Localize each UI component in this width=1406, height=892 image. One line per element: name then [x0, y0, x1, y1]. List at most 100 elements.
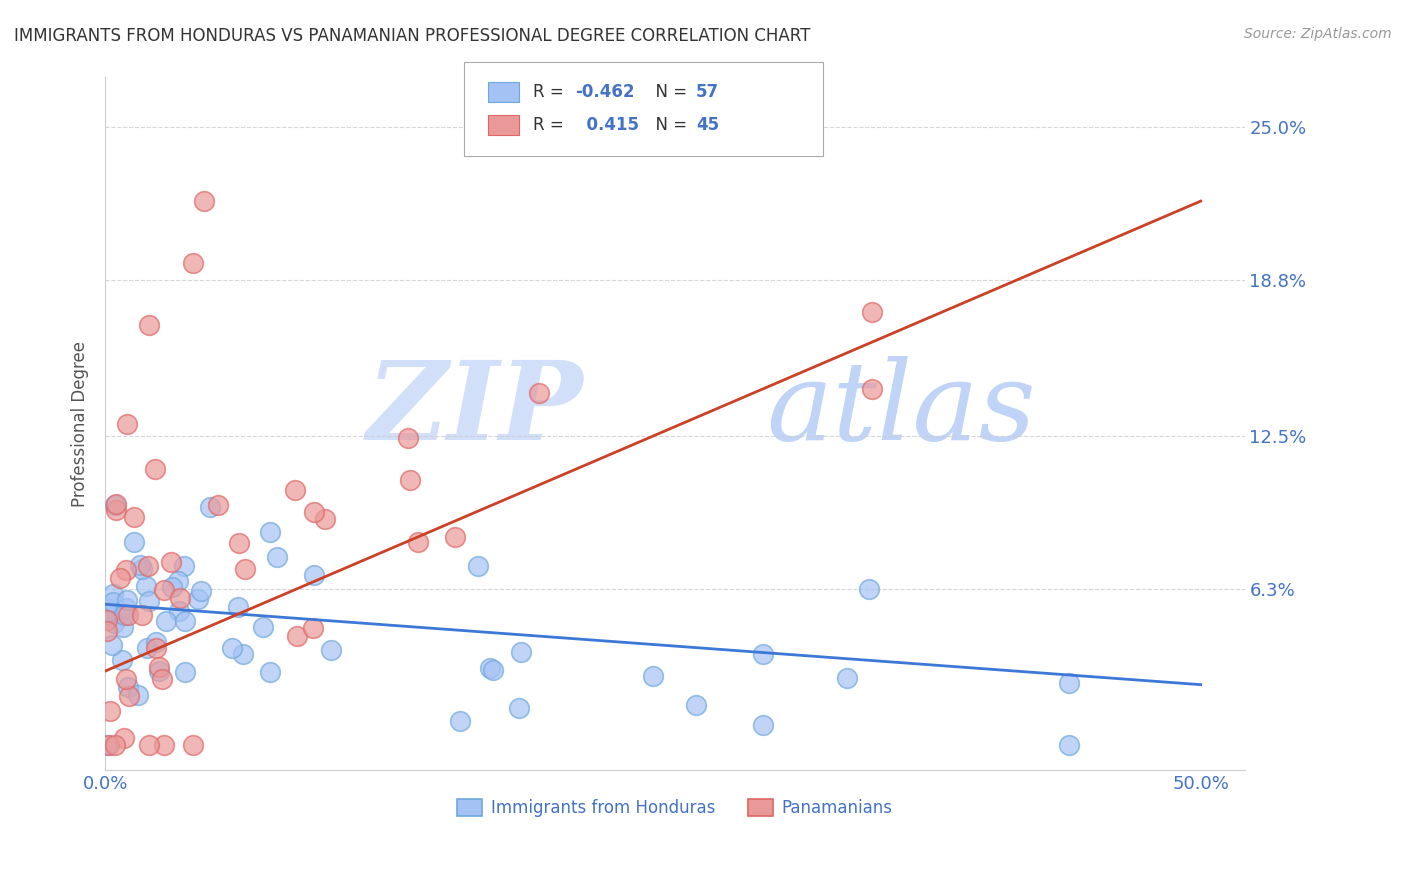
Point: [138, 318, 160, 332]
Point: [228, 535, 250, 549]
Point: [136, 640, 159, 655]
Point: [96, 607, 118, 622]
Point: [1057, 676, 1080, 690]
Point: [96, 624, 118, 638]
Point: [153, 583, 176, 598]
Point: [174, 665, 197, 680]
Point: [398, 473, 420, 487]
Point: [143, 462, 166, 476]
Point: [529, 386, 551, 401]
Point: [837, 671, 859, 685]
Point: [482, 663, 505, 677]
Point: [641, 668, 664, 682]
Point: [155, 614, 177, 628]
Point: [167, 604, 190, 618]
Point: [103, 587, 125, 601]
Point: [1057, 738, 1080, 752]
Point: [96, 600, 118, 615]
Point: [302, 621, 325, 635]
Point: [508, 701, 530, 715]
Text: -0.462: -0.462: [575, 83, 634, 101]
Point: [153, 738, 176, 752]
Point: [135, 579, 157, 593]
Point: [98, 704, 121, 718]
Text: 45: 45: [696, 116, 718, 134]
Point: [259, 665, 281, 680]
Point: [449, 714, 471, 728]
Text: R =: R =: [533, 83, 569, 101]
Text: 57: 57: [696, 83, 718, 101]
Point: [467, 558, 489, 573]
Point: [105, 503, 128, 517]
Point: [122, 534, 145, 549]
Point: [110, 571, 132, 585]
Point: [136, 559, 159, 574]
Point: [321, 643, 343, 657]
Point: [160, 555, 183, 569]
Point: [252, 620, 274, 634]
Point: [173, 558, 195, 573]
Text: atlas: atlas: [766, 356, 1036, 464]
Point: [160, 580, 183, 594]
Point: [166, 574, 188, 589]
Text: N =: N =: [645, 116, 693, 134]
Point: [509, 645, 531, 659]
Point: [122, 510, 145, 524]
Point: [112, 731, 135, 746]
Point: [233, 562, 256, 576]
Point: [443, 530, 465, 544]
Text: R =: R =: [533, 116, 569, 134]
Point: [751, 647, 773, 661]
Point: [111, 653, 134, 667]
Text: ZIP: ZIP: [367, 356, 583, 464]
Text: 0.415: 0.415: [575, 116, 640, 134]
Point: [101, 595, 124, 609]
Point: [193, 194, 215, 208]
Point: [115, 417, 138, 431]
Point: [104, 499, 127, 513]
Point: [131, 607, 153, 622]
Point: [138, 738, 160, 752]
Point: [145, 641, 167, 656]
Point: [266, 549, 288, 564]
Point: [104, 738, 127, 752]
Point: [190, 584, 212, 599]
Point: [112, 607, 135, 622]
Point: [860, 383, 883, 397]
Point: [96, 605, 118, 619]
Text: N =: N =: [645, 83, 693, 101]
Point: [174, 614, 197, 628]
Point: [138, 594, 160, 608]
Point: [169, 591, 191, 606]
Point: [148, 664, 170, 678]
Point: [101, 638, 124, 652]
Point: [226, 599, 249, 614]
Point: [198, 500, 221, 514]
Point: [259, 524, 281, 539]
Point: [104, 497, 127, 511]
Point: [860, 305, 883, 319]
Point: [314, 512, 336, 526]
Point: [148, 660, 170, 674]
Point: [751, 718, 773, 732]
Point: [479, 661, 502, 675]
Point: [187, 591, 209, 606]
Point: [98, 738, 121, 752]
Point: [127, 688, 149, 702]
Point: [181, 738, 204, 752]
Point: [396, 431, 419, 445]
Point: [858, 582, 880, 596]
Point: [117, 680, 139, 694]
Point: [118, 690, 141, 704]
Point: [115, 673, 138, 687]
Point: [115, 593, 138, 607]
Point: [129, 558, 152, 573]
Point: [150, 672, 173, 686]
Point: [117, 608, 139, 623]
Point: [96, 738, 118, 752]
Point: [131, 562, 153, 576]
Point: [96, 613, 118, 627]
Legend: Immigrants from Honduras, Panamanians: Immigrants from Honduras, Panamanians: [450, 792, 900, 824]
Point: [304, 567, 326, 582]
Point: [284, 483, 307, 497]
